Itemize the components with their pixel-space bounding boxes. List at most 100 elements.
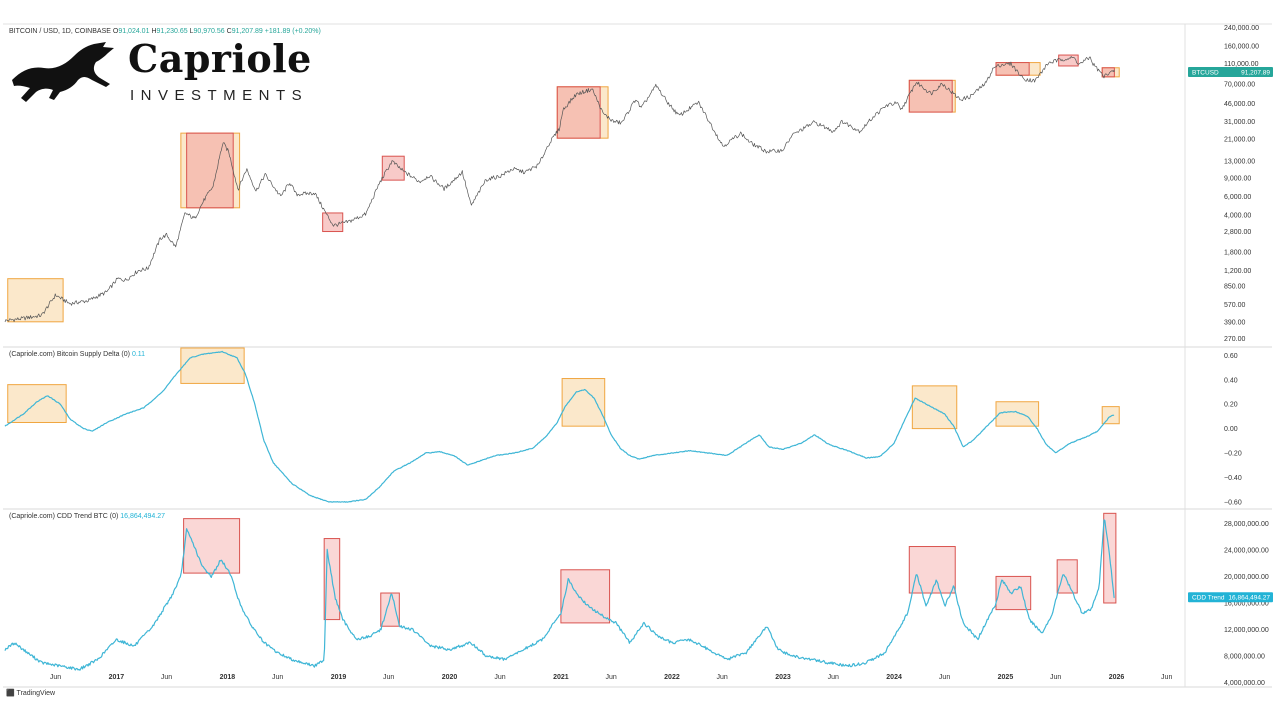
ohlc-change: +181.89 (+0.20%) bbox=[264, 28, 321, 35]
delta-highlight-orange bbox=[180, 347, 245, 384]
cdd-y-tick: 20,000,000.00 bbox=[1224, 574, 1269, 581]
x-axis-tick: 2021 bbox=[553, 674, 569, 681]
price-y-tick: 270.00 bbox=[1224, 336, 1246, 343]
price-panel-header: BITCOIN / USD, 1D, COINBASE O91,024.01 H… bbox=[9, 28, 321, 35]
price-series-line bbox=[4, 56, 1115, 323]
cdd-y-tick: 24,000,000.00 bbox=[1224, 547, 1269, 554]
x-axis-tick: Jun bbox=[161, 674, 172, 681]
cdd-highlight-red bbox=[380, 592, 400, 627]
cdd-y-tick: 16,000,000.00 bbox=[1224, 600, 1269, 607]
cdd-y-tick: 12,000,000.00 bbox=[1224, 627, 1269, 634]
price-y-tick: 390.00 bbox=[1224, 319, 1246, 326]
x-axis-tick: 2019 bbox=[331, 674, 347, 681]
price-highlight-orange bbox=[7, 278, 64, 323]
price-y-tick: 570.00 bbox=[1224, 302, 1246, 309]
tradingview-icon: ⬛ bbox=[6, 690, 15, 697]
delta-y-tick: −0.40 bbox=[1224, 475, 1242, 482]
brand-subtitle: INVESTMENTS bbox=[130, 87, 309, 104]
tradingview-label: TradingView bbox=[16, 690, 56, 697]
price-y-tick: 2,800.00 bbox=[1224, 229, 1251, 236]
x-axis-tick: 2024 bbox=[886, 674, 902, 681]
btcusd-price-tag-value: 91,207.89 bbox=[1241, 69, 1270, 76]
x-axis-tick: Jun bbox=[272, 674, 283, 681]
delta-current-value: 0.11 bbox=[131, 351, 146, 358]
ohlc-open: 91,024.01 bbox=[118, 28, 150, 35]
price-highlight-red bbox=[381, 155, 405, 181]
cdd-panel-title: (Capriole.com) CDD Trend BTC (0) bbox=[9, 513, 119, 520]
x-axis-tick: Jun bbox=[1161, 674, 1172, 681]
ohlc-open-label: O bbox=[112, 28, 119, 35]
price-y-tick: 160,000.00 bbox=[1224, 44, 1259, 51]
delta-highlight-orange bbox=[911, 385, 958, 430]
x-axis-tick: 2022 bbox=[664, 674, 680, 681]
price-y-tick: 1,800.00 bbox=[1224, 249, 1251, 256]
horse-icon bbox=[12, 42, 114, 102]
delta-y-tick: −0.20 bbox=[1224, 451, 1242, 458]
delta-highlight-orange bbox=[1101, 406, 1120, 425]
cdd-y-tick: 8,000,000.00 bbox=[1224, 654, 1265, 661]
delta-y-tick: −0.60 bbox=[1224, 499, 1242, 506]
cdd-series-line bbox=[4, 519, 1115, 671]
delta-y-tick: 0.00 bbox=[1224, 426, 1238, 433]
delta-series-line bbox=[4, 350, 1115, 503]
price-y-tick: 46,000.00 bbox=[1224, 101, 1255, 108]
cdd-highlight-red bbox=[1056, 559, 1078, 594]
price-y-tick: 70,000.00 bbox=[1224, 82, 1255, 89]
price-highlight-red bbox=[186, 132, 234, 209]
x-axis-tick: Jun bbox=[939, 674, 950, 681]
ohlc-high-label: H bbox=[151, 28, 157, 35]
x-axis-tick: Jun bbox=[1050, 674, 1061, 681]
ohlc-low-label: L bbox=[189, 28, 194, 35]
cdd-trend-tag-label: CDD Trend bbox=[1192, 595, 1225, 602]
x-axis-tick: 2020 bbox=[442, 674, 458, 681]
price-y-tick: 110,000.00 bbox=[1224, 61, 1259, 68]
price-y-tick: 21,000.00 bbox=[1224, 137, 1255, 144]
cdd-trend-tag-value: 16,864,494.27 bbox=[1228, 595, 1270, 602]
cdd-trend-tag-bg bbox=[1188, 592, 1273, 603]
x-axis-tick: Jun bbox=[50, 674, 61, 681]
btcusd-price-tag-label: BTCUSD bbox=[1192, 69, 1219, 76]
brand-name: Capriole bbox=[128, 36, 312, 81]
ohlc-high: 91,230.65 bbox=[156, 28, 188, 35]
price-y-tick: 240,000.00 bbox=[1224, 25, 1259, 32]
price-highlight-red bbox=[1058, 54, 1079, 67]
cdd-highlight-red bbox=[908, 546, 956, 594]
x-axis-tick: Jun bbox=[494, 674, 505, 681]
price-highlight-red bbox=[556, 86, 601, 139]
ohlc-low: 90,970.56 bbox=[193, 28, 225, 35]
cdd-current-value: 16,864,494.27 bbox=[120, 513, 166, 520]
delta-panel-title: (Capriole.com) Bitcoin Supply Delta (0) bbox=[9, 351, 130, 358]
price-highlight-red bbox=[1101, 67, 1115, 78]
price-y-tick: 6,000.00 bbox=[1224, 194, 1251, 201]
cdd-highlight-red bbox=[183, 518, 241, 574]
price-y-tick: 4,000.00 bbox=[1224, 213, 1251, 220]
price-highlight-red bbox=[995, 62, 1030, 76]
x-axis-tick: 2023 bbox=[775, 674, 791, 681]
cdd-highlight-red bbox=[560, 569, 611, 624]
delta-y-tick: 0.40 bbox=[1224, 377, 1238, 384]
cdd-y-tick: 4,000,000.00 bbox=[1224, 680, 1265, 687]
price-y-tick: 31,000.00 bbox=[1224, 119, 1255, 126]
delta-y-tick: 0.20 bbox=[1224, 402, 1238, 409]
price-highlight-red bbox=[908, 79, 953, 113]
cdd-y-tick: 28,000,000.00 bbox=[1224, 521, 1269, 528]
x-axis-tick: 2018 bbox=[220, 674, 236, 681]
x-axis-tick: 2026 bbox=[1109, 674, 1125, 681]
btcusd-price-tag-bg bbox=[1188, 66, 1273, 77]
ohlc-close-label: C bbox=[226, 28, 232, 35]
x-axis-tick: 2025 bbox=[998, 674, 1014, 681]
x-axis-tick: Jun bbox=[717, 674, 728, 681]
tradingview-attribution: ⬛ TradingView bbox=[6, 689, 55, 697]
price-panel-title: BITCOIN / USD, 1D, COINBASE bbox=[9, 28, 111, 35]
delta-panel-header: (Capriole.com) Bitcoin Supply Delta (0) … bbox=[9, 351, 145, 358]
price-y-tick: 13,000.00 bbox=[1224, 159, 1255, 166]
price-highlight-red bbox=[322, 212, 344, 233]
x-axis-tick: Jun bbox=[828, 674, 839, 681]
cdd-panel-header: (Capriole.com) CDD Trend BTC (0) 16,864,… bbox=[9, 513, 165, 520]
x-axis-tick: 2017 bbox=[109, 674, 125, 681]
delta-highlight-orange bbox=[7, 384, 67, 424]
price-y-tick: 9,000.00 bbox=[1224, 176, 1251, 183]
delta-y-tick: 0.60 bbox=[1224, 353, 1238, 360]
